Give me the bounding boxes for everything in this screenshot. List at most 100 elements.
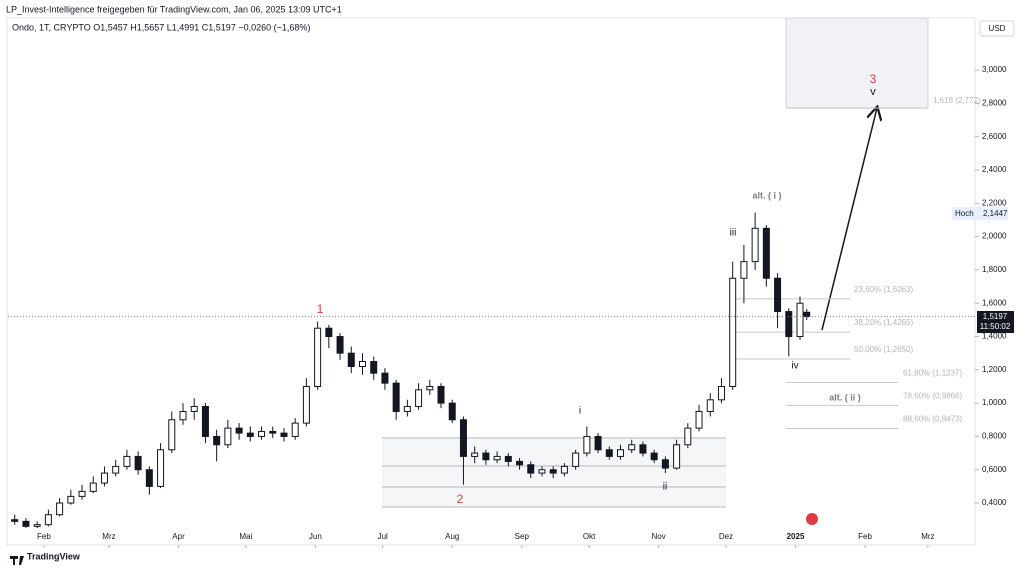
event-icon[interactable] (806, 513, 818, 525)
candle-body (224, 427, 232, 446)
y-tick-label: 0,6000 (982, 465, 1007, 474)
candle-body (762, 227, 770, 279)
header-line: LP_Invest-Intelligence freigegeben für T… (6, 4, 342, 14)
candle-body (213, 435, 221, 446)
x-tick-label: Okt (583, 532, 596, 541)
candle-body (740, 261, 748, 279)
y-tick-label: 1,0000 (982, 398, 1007, 407)
fib-label: 88,60% (0,8473) (903, 415, 962, 424)
candle-body (572, 452, 580, 467)
footer-brand: TradingView (27, 551, 81, 561)
candle-body (403, 405, 411, 412)
x-tick-label: Mrz (102, 532, 115, 541)
candle-body (803, 311, 811, 318)
candle-body (538, 469, 546, 474)
candle-body (717, 385, 725, 401)
candle-body (549, 469, 557, 474)
projection-arrow (821, 108, 877, 331)
candle-body (22, 520, 30, 527)
y-tick-label: 1,6000 (982, 298, 1007, 307)
candle-body (471, 452, 479, 457)
candle-body (560, 465, 568, 474)
currency-button[interactable] (979, 20, 1015, 37)
high-tag-bg (952, 207, 1008, 220)
candle-body (246, 432, 254, 437)
x-tick-label: Dez (719, 532, 733, 541)
price-tag: 1,5197 (983, 312, 1008, 321)
currency: USD (989, 24, 1006, 33)
symbol-info: Ondo, 1T, CRYPTO O1,5457 H1,5657 L1,4991… (12, 22, 310, 32)
candle-body (673, 444, 681, 469)
candle-body (392, 382, 400, 412)
candle-body (100, 472, 108, 484)
candle-body (302, 385, 310, 424)
candle-body (448, 402, 456, 421)
wave-label: ii (663, 482, 667, 493)
candle-body (774, 277, 782, 313)
candle-body (504, 455, 512, 462)
logo-icon (10, 556, 24, 565)
candle-body (459, 419, 467, 457)
x-tick-label: Jun (309, 532, 322, 541)
target-box (785, 17, 929, 109)
candle-body (123, 455, 131, 467)
candle-body (370, 361, 378, 374)
fib-label: 1,618 (2,772) (933, 96, 981, 105)
candle-body (796, 302, 804, 338)
x-tick-label: Feb (37, 532, 51, 541)
candle-body (112, 465, 120, 474)
candle-body (415, 389, 423, 407)
y-tick-label: 2,0000 (982, 232, 1007, 241)
candle-body (145, 469, 153, 487)
wave-label: alt. ( i ) (753, 190, 782, 200)
candle-body (56, 502, 64, 516)
x-tick-label: Mrz (921, 532, 934, 541)
y-tick-label: 3,0000 (982, 65, 1007, 74)
candle-body (280, 432, 288, 437)
candle-body (695, 410, 703, 429)
wave-label: v (870, 86, 876, 98)
candle-body (583, 435, 591, 454)
candle-body (482, 452, 490, 461)
candle-body (661, 459, 669, 469)
candle-body (258, 430, 266, 437)
candle-body (347, 352, 355, 368)
x-tick-label: 2025 (787, 532, 805, 541)
candle-body (190, 405, 198, 412)
y-tick-label: 2,4000 (982, 165, 1007, 174)
wave-label: 2 (457, 492, 464, 506)
candle-body (527, 464, 535, 474)
high-tag-price: 2,1447 (983, 209, 1008, 218)
x-tick-label: Apr (172, 532, 185, 541)
wave-label: alt. ( ii ) (829, 392, 861, 402)
x-tick-label: Nov (652, 532, 666, 541)
candle-body (437, 385, 445, 404)
candle-body (729, 277, 737, 387)
candle-body (11, 519, 19, 522)
candle-body (605, 449, 613, 457)
y-tick-label: 2,8000 (982, 99, 1007, 108)
x-tick-label: Feb (858, 532, 872, 541)
candle-body (426, 385, 434, 391)
candle-body (134, 455, 142, 471)
candle-body (785, 311, 793, 338)
y-tick-label: 1,2000 (982, 365, 1007, 374)
candle-body (235, 427, 243, 434)
y-tick-label: 2,6000 (982, 132, 1007, 141)
candle-body (78, 490, 86, 497)
wave-label: iii (730, 228, 737, 239)
candle-body (493, 455, 501, 461)
candle-body (179, 410, 187, 421)
fib-label: 78,60% (0,9866) (903, 391, 962, 400)
candle-body (89, 482, 97, 492)
fib-label: 23,60% (1,6263) (854, 285, 913, 294)
candle-body (751, 227, 759, 263)
y-tick-label: 1,4000 (982, 332, 1007, 341)
candle-body (325, 327, 333, 338)
wave-label: i (579, 406, 581, 417)
price-countdown: 11:50:02 (980, 322, 1011, 331)
candle-body (314, 327, 322, 387)
candle-body (269, 430, 277, 434)
y-tick-label: 2,2000 (982, 198, 1007, 207)
